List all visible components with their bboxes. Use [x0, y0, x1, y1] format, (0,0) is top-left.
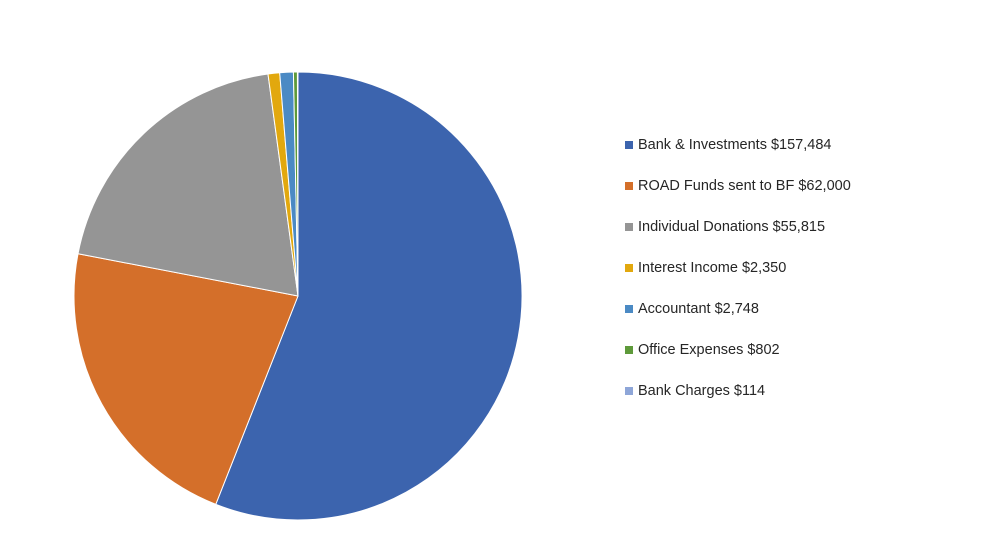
legend-item-accountant: Accountant $2,748 — [625, 299, 851, 340]
legend-swatch — [625, 141, 633, 149]
legend-label: Office Expenses $802 — [638, 342, 780, 358]
pie-slice-bank-and-investments — [215, 71, 523, 521]
legend-item-office-expenses: Office Expenses $802 — [625, 340, 851, 381]
legend-label: Bank Charges $114 — [638, 383, 766, 399]
legend-label: Interest Income $2,350 — [638, 260, 787, 276]
legend-item-interest-income: Interest Income $2,350 — [625, 258, 851, 299]
legend-swatch — [625, 223, 633, 231]
legend-swatch — [625, 264, 633, 272]
legend-item-bank-charges: Bank Charges $114 — [625, 381, 851, 422]
legend-label: Accountant $2,748 — [638, 301, 759, 317]
legend-item-road-funds-sent-to-bf: ROAD Funds sent to BF $62,000 — [625, 176, 851, 217]
legend-item-individual-donations: Individual Donations $55,815 — [625, 217, 851, 258]
pie-slice-individual-donations — [77, 73, 299, 297]
legend-swatch — [625, 387, 633, 395]
pie-slice-bank-charges — [296, 71, 299, 297]
pie-slices — [73, 71, 523, 521]
legend-swatch — [625, 346, 633, 354]
legend-label: ROAD Funds sent to BF $62,000 — [638, 178, 851, 194]
chart-legend: Bank & Investments $157,484 ROAD Funds se… — [625, 135, 851, 422]
legend-swatch — [625, 305, 633, 313]
legend-item-bank-and-investments: Bank & Investments $157,484 — [625, 135, 851, 176]
pie-slice-road-funds-sent-to-bf — [73, 253, 299, 505]
legend-label: Individual Donations $55,815 — [638, 219, 826, 235]
legend-swatch — [625, 182, 633, 190]
legend-label: Bank & Investments $157,484 — [638, 137, 832, 153]
